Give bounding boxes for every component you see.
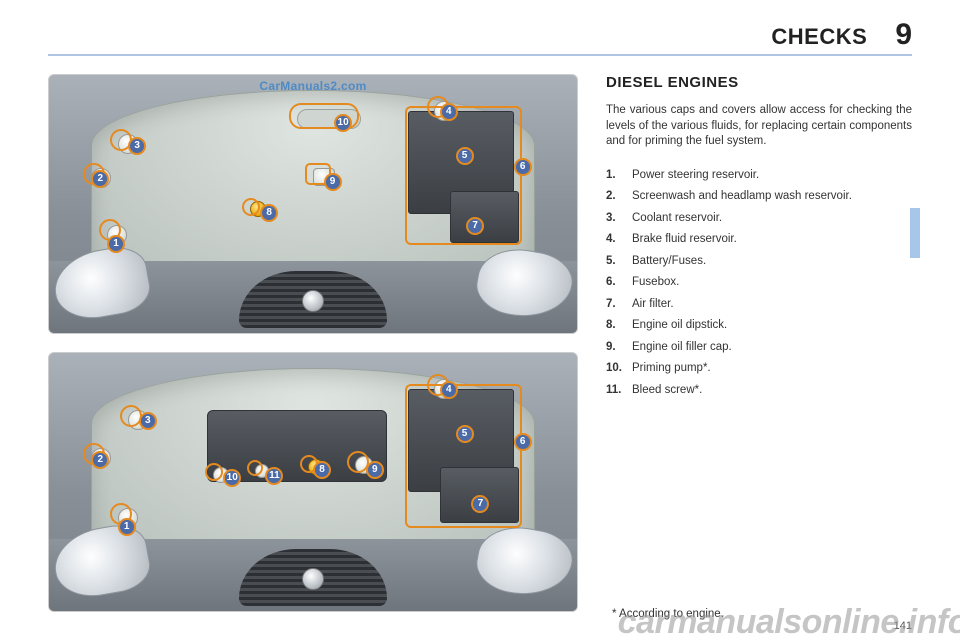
intro-text: The various caps and covers allow access… [606,103,912,150]
item-label: Air filter. [632,295,674,315]
list-item: 8.Engine oil dipstick. [606,316,912,336]
callout-outline [405,384,521,528]
list-item: 5.Battery/Fuses. [606,252,912,272]
item-label: Fusebox. [632,273,679,293]
item-number: 11. [606,381,632,401]
callout-outline [405,106,521,245]
callout-outline [247,460,263,476]
list-item: 7.Air filter. [606,295,912,315]
item-number: 4. [606,230,632,250]
callout-marker: 4 [440,103,458,121]
item-label: Engine oil dipstick. [632,316,727,336]
item-number: 9. [606,338,632,358]
callout-marker: 4 [440,381,458,399]
item-number: 10. [606,359,632,379]
item-number: 7. [606,295,632,315]
callout-marker: 5 [456,425,474,443]
page-header: CHECKS 9 [48,18,912,56]
callout-outline [205,463,223,481]
callout-marker: 6 [514,433,532,451]
item-label: Screenwash and headlamp wash reservoir. [632,187,852,207]
item-label: Bleed screw*. [632,381,702,401]
item-number: 6. [606,273,632,293]
callout-marker: 7 [466,217,484,235]
list-item: 10.Priming pump*. [606,359,912,379]
manual-page: CHECKS 9 CarManuals2.com [0,0,960,640]
engine-diagram-bottom: 1 2 3 4 5 6 7 8 9 10 11 [48,352,578,612]
callout-outline [242,198,260,216]
list-item: 11.Bleed screw*. [606,381,912,401]
item-number: 1. [606,166,632,186]
item-number: 2. [606,187,632,207]
component-list: 1.Power steering reservoir. 2.Screenwash… [606,166,912,401]
list-item: 4.Brake fluid reservoir. [606,230,912,250]
engine-diagram-top: CarManuals2.com [48,74,578,334]
list-item: 2.Screenwash and headlamp wash reservoir… [606,187,912,207]
item-label: Battery/Fuses. [632,252,706,272]
item-number: 5. [606,252,632,272]
item-label: Coolant reservoir. [632,209,722,229]
callout-marker: 9 [324,173,342,191]
item-label: Engine oil filler cap. [632,338,732,358]
content-columns: CarManuals2.com [48,74,912,612]
callout-marker: 1 [107,235,125,253]
list-item: 3.Coolant reservoir. [606,209,912,229]
item-number: 3. [606,209,632,229]
callout-marker: 3 [128,137,146,155]
text-column: DIESEL ENGINES The various caps and cove… [606,74,912,612]
diagram-column: CarManuals2.com [48,74,578,612]
callout-marker: 6 [514,158,532,176]
thumb-index-tab [910,208,920,258]
watermark-footer: carmanualsonline.info [618,603,960,642]
header-title: CHECKS [771,24,867,50]
item-label: Power steering reservoir. [632,166,759,186]
callout-marker: 5 [456,147,474,165]
section-title: DIESEL ENGINES [606,74,912,91]
list-item: 6.Fusebox. [606,273,912,293]
item-label: Priming pump*. [632,359,711,379]
item-number: 8. [606,316,632,336]
list-item: 1.Power steering reservoir. [606,166,912,186]
list-item: 9.Engine oil filler cap. [606,338,912,358]
callout-marker: 10 [334,114,352,132]
item-label: Brake fluid reservoir. [632,230,737,250]
callout-marker: 1 [118,518,136,536]
callout-marker: 3 [139,412,157,430]
callout-marker: 11 [265,467,283,485]
section-number: 9 [895,18,912,52]
